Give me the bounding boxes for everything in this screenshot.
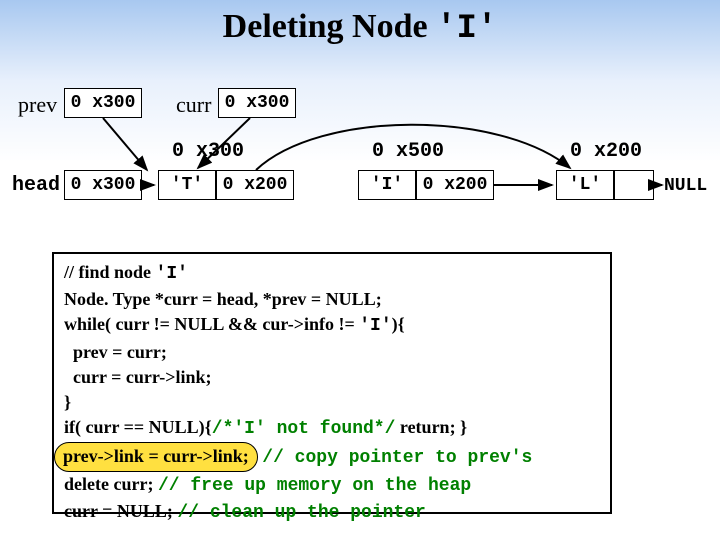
addr-3: 0 x200 xyxy=(570,140,642,163)
addr-2: 0 x500 xyxy=(372,140,444,163)
node-1-info: 'T' xyxy=(158,170,216,200)
diagram-stage: prev 0 x300 curr 0 x300 head 0 x300 0 x3… xyxy=(0,70,720,250)
code-line-4: prev = curr; xyxy=(64,340,600,365)
node-3: 'L' xyxy=(556,170,654,200)
code-box: // find node 'I' Node. Type *curr = head… xyxy=(52,252,612,514)
node-1-link: 0 x200 xyxy=(216,170,294,200)
code-line-5: curr = curr->link; xyxy=(64,365,600,390)
code-line-2: Node. Type *curr = head, *prev = NULL; xyxy=(64,287,600,312)
head-box: 0 x300 xyxy=(64,170,142,200)
node-3-info: 'L' xyxy=(556,170,614,200)
node-2-info: 'I' xyxy=(358,170,416,200)
code-line-3: while( curr != NULL && cur->info != 'I')… xyxy=(64,312,600,339)
code-line-8: prev->link = curr->link; // copy pointer… xyxy=(64,442,600,471)
curr-label: curr xyxy=(176,92,211,118)
code-line-10: curr = NULL; // clean up the pointer xyxy=(64,499,600,526)
code-line-1: // find node 'I' xyxy=(64,260,600,287)
code-line-7: if( curr == NULL){/*'I' not found*/ retu… xyxy=(64,415,600,442)
title-suffix: 'I' xyxy=(436,10,497,48)
null-text: NULL xyxy=(664,176,707,196)
node-3-link xyxy=(614,170,654,200)
node-2: 'I' 0 x200 xyxy=(358,170,494,200)
head-label: head xyxy=(12,174,60,197)
addr-1: 0 x300 xyxy=(172,140,244,163)
curr-box: 0 x300 xyxy=(218,88,296,118)
code-line-9: delete curr; // free up memory on the he… xyxy=(64,472,600,499)
code-line-6: } xyxy=(64,390,600,415)
node-1: 'T' 0 x200 xyxy=(158,170,294,200)
prev-box: 0 x300 xyxy=(64,88,142,118)
page-title: Deleting Node 'I' xyxy=(0,0,720,48)
prev-label: prev xyxy=(18,92,57,118)
title-prefix: Deleting Node xyxy=(223,8,428,45)
node-2-link: 0 x200 xyxy=(416,170,494,200)
